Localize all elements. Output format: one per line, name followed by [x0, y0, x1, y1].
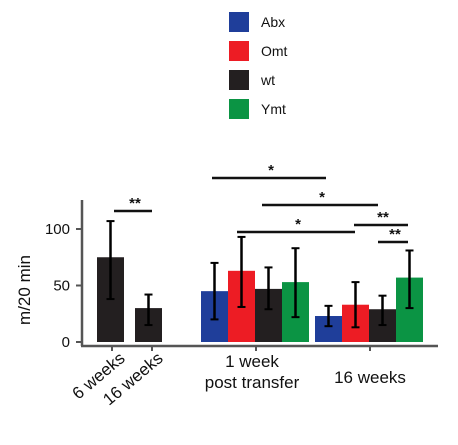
error-bars	[106, 220, 414, 329]
significance-label: *	[319, 189, 325, 206]
y-tick-label: 100	[45, 221, 70, 238]
significance-label: *	[295, 216, 301, 233]
significance-label: **	[377, 209, 389, 226]
significance-brackets: ***** ****	[114, 162, 408, 244]
y-axis-title: m/20 min	[15, 255, 34, 325]
legend-swatch	[229, 70, 249, 90]
legend-swatch	[229, 99, 249, 119]
legend-label: wt	[260, 72, 275, 88]
legend-swatch	[229, 41, 249, 61]
legend-label: Omt	[261, 43, 288, 59]
axes: 0 50 100 m/20 min	[15, 200, 438, 351]
significance-label: *	[268, 162, 274, 179]
x-category-label: 16 weeks	[334, 368, 406, 387]
significance-label: **	[129, 195, 141, 212]
legend: Abx Omt wt Ymt	[229, 12, 288, 119]
legend-label: Abx	[261, 14, 285, 30]
y-tick-label: 50	[53, 278, 70, 295]
legend-label: Ymt	[261, 101, 286, 117]
legend-swatch	[229, 12, 249, 32]
y-tick-label: 0	[62, 334, 70, 351]
bars	[97, 257, 423, 342]
significance-label: **	[389, 226, 401, 243]
x-category-label: post transfer	[205, 373, 300, 392]
x-category-label: 1 week	[225, 352, 279, 371]
